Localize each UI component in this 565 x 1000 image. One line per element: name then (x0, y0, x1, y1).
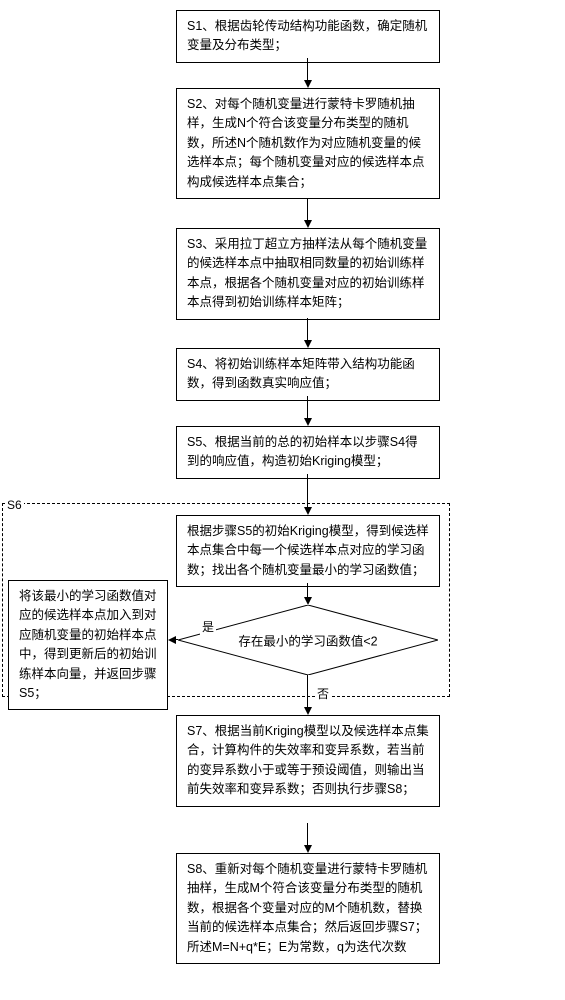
edge-s1-s2 (307, 58, 308, 80)
edge-s3-s4-head (304, 340, 312, 348)
node-s7: S7、根据当前Kriging模型以及候选样本点集合，计算构件的失效率和变异系数，… (176, 715, 440, 807)
node-s6-top: 根据步骤S5的初始Kriging模型，得到候选样本点集合中每一个候选样本点对应的… (176, 515, 440, 587)
edge-s2-s3-head (304, 220, 312, 228)
edge-diamond-no-head (304, 707, 312, 715)
node-s7-text: S7、根据当前Kriging模型以及候选样本点集合，计算构件的失效率和变异系数，… (187, 724, 429, 796)
edge-s5-s6top-head (304, 507, 312, 515)
node-s6-top-text: 根据步骤S5的初始Kriging模型，得到候选样本点集合中每一个候选样本点对应的… (187, 524, 429, 577)
edge-s1-s2-head (304, 80, 312, 88)
edge-s6top-diamond-head (304, 597, 312, 605)
edge-s5-s6top (307, 474, 308, 507)
node-s2-text: S2、对每个随机变量进行蒙特卡罗随机抽样，生成N个符合该变量分布类型的随机数，所… (187, 97, 425, 189)
node-s1: S1、根据齿轮传动结构功能函数，确定随机变量及分布类型； (176, 10, 440, 63)
edge-diamond-yes-head (168, 636, 176, 644)
node-s3: S3、采用拉丁超立方抽样法从每个随机变量的候选样本点中抽取相同数量的初始训练样本… (176, 228, 440, 320)
node-s6-diamond: 存在最小的学习函数值<2 (178, 605, 438, 675)
node-s6-diamond-text: 存在最小的学习函数值<2 (208, 631, 408, 650)
node-s2: S2、对每个随机变量进行蒙特卡罗随机抽样，生成N个符合该变量分布类型的随机数，所… (176, 88, 440, 199)
edge-s7-s8 (307, 823, 308, 845)
edge-s4-s5 (307, 396, 308, 418)
edge-s2-s3 (307, 198, 308, 220)
node-s5: S5、根据当前的总的初始样本以步骤S4得到的响应值，构造初始Kriging模型； (176, 426, 440, 479)
node-s6-left-text: 将该最小的学习函数值对应的候选样本点加入到对应随机变量的初始样本点中，得到更新后… (19, 589, 157, 700)
edge-s6top-diamond (307, 583, 308, 597)
node-s3-text: S3、采用拉丁超立方抽样法从每个随机变量的候选样本点中抽取相同数量的初始训练样本… (187, 237, 427, 309)
edge-no-label: 否 (315, 685, 331, 702)
edge-s3-s4 (307, 318, 308, 340)
node-s8: S8、重新对每个随机变量进行蒙特卡罗随机抽样，生成M个符合该变量分布类型的随机数… (176, 853, 440, 964)
edge-s4-s5-head (304, 418, 312, 426)
edge-s7-s8-head (304, 845, 312, 853)
node-s1-text: S1、根据齿轮传动结构功能函数，确定随机变量及分布类型； (187, 19, 427, 52)
edge-yes-label: 是 (200, 618, 216, 635)
s6-label: S6 (5, 498, 24, 512)
edge-diamond-no (307, 675, 308, 707)
node-s4: S4、将初始训练样本矩阵带入结构功能函数，得到函数真实响应值； (176, 348, 440, 401)
node-s5-text: S5、根据当前的总的初始样本以步骤S4得到的响应值，构造初始Kriging模型； (187, 435, 418, 468)
node-s8-text: S8、重新对每个随机变量进行蒙特卡罗随机抽样，生成M个符合该变量分布类型的随机数… (187, 862, 427, 954)
node-s4-text: S4、将初始训练样本矩阵带入结构功能函数，得到函数真实响应值； (187, 357, 415, 390)
node-s6-left: 将该最小的学习函数值对应的候选样本点加入到对应随机变量的初始样本点中，得到更新后… (8, 580, 168, 710)
